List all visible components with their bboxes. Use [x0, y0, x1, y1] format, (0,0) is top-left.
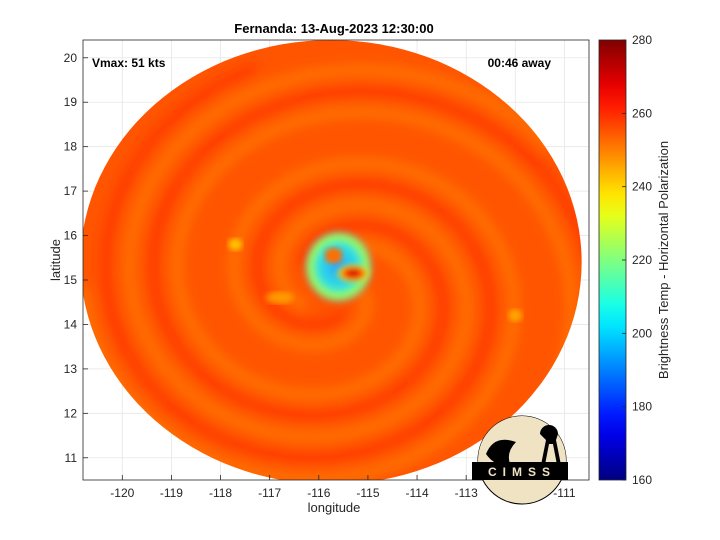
swath-layer — [83, 40, 582, 480]
colorbar-tick-label: 240 — [632, 180, 652, 194]
x-axis-label: longitude — [308, 500, 361, 515]
colorbar-ticks: 160 180 200 220 240 260 280 — [622, 33, 652, 487]
satellite-dish-icon — [486, 439, 516, 465]
time-away-annotation: 00:46 away — [488, 56, 552, 70]
x-tick-label: -116 — [307, 486, 330, 500]
y-tick-label: 19 — [64, 95, 78, 109]
x-tick-label: -117 — [258, 486, 281, 500]
x-tick-label: -111 — [553, 486, 576, 500]
x-tick-label: -115 — [356, 486, 379, 500]
spiral-band-texture — [100, 62, 496, 463]
cimss-logo: CIMSS — [472, 415, 568, 505]
colorbar-tick-label: 180 — [632, 400, 652, 414]
y-tick-label: 17 — [64, 184, 78, 198]
colorbar-tick-label: 260 — [632, 106, 652, 120]
colorbar-label: Brightness Temp - Horizontal Polarizatio… — [656, 141, 671, 379]
spiral-band-texture — [147, 85, 582, 433]
vmax-annotation: Vmax: 51 kts — [92, 56, 166, 70]
colorbar — [598, 39, 627, 481]
y-tick-label: 15 — [64, 273, 78, 287]
convective-cell — [228, 238, 243, 251]
y-axis-label: latitude — [48, 239, 63, 281]
eyewall-core — [335, 263, 372, 284]
spiral-band — [265, 291, 294, 304]
y-tick-label: 13 — [64, 362, 78, 376]
colorbar-tick-label: 160 — [632, 473, 652, 487]
x-tick-label: -118 — [209, 486, 232, 500]
plot-frame — [82, 39, 590, 481]
spiral-band-texture — [83, 157, 520, 480]
y-tick-label: 12 — [64, 406, 78, 420]
chart-title: Fernanda: 13-Aug-2023 12:30:00 — [234, 21, 433, 36]
water-tower-icon — [540, 425, 562, 470]
x-tick-label: -113 — [455, 486, 478, 500]
y-tick-label: 20 — [64, 51, 78, 65]
eye — [324, 247, 343, 264]
svg-text:CIMSS: CIMSS — [488, 465, 556, 479]
convective-cell — [508, 309, 523, 322]
y-tick-label: 11 — [65, 451, 78, 465]
y-axis-ticks: 11 12 13 14 15 16 17 18 19 20 — [64, 51, 88, 465]
x-tick-label: -120 — [110, 486, 134, 500]
y-tick-label: 18 — [64, 140, 78, 154]
x-tick-label: -119 — [160, 486, 183, 500]
eyewall — [302, 228, 375, 305]
y-tick-label: 14 — [64, 317, 78, 331]
colorbar-tick-label: 200 — [632, 326, 652, 340]
x-tick-label: -114 — [405, 486, 428, 500]
colorbar-tick-label: 280 — [632, 33, 652, 47]
spiral-band-texture — [124, 64, 556, 442]
colorbar-tick-label: 220 — [632, 253, 652, 267]
y-tick-label: 16 — [64, 229, 78, 243]
